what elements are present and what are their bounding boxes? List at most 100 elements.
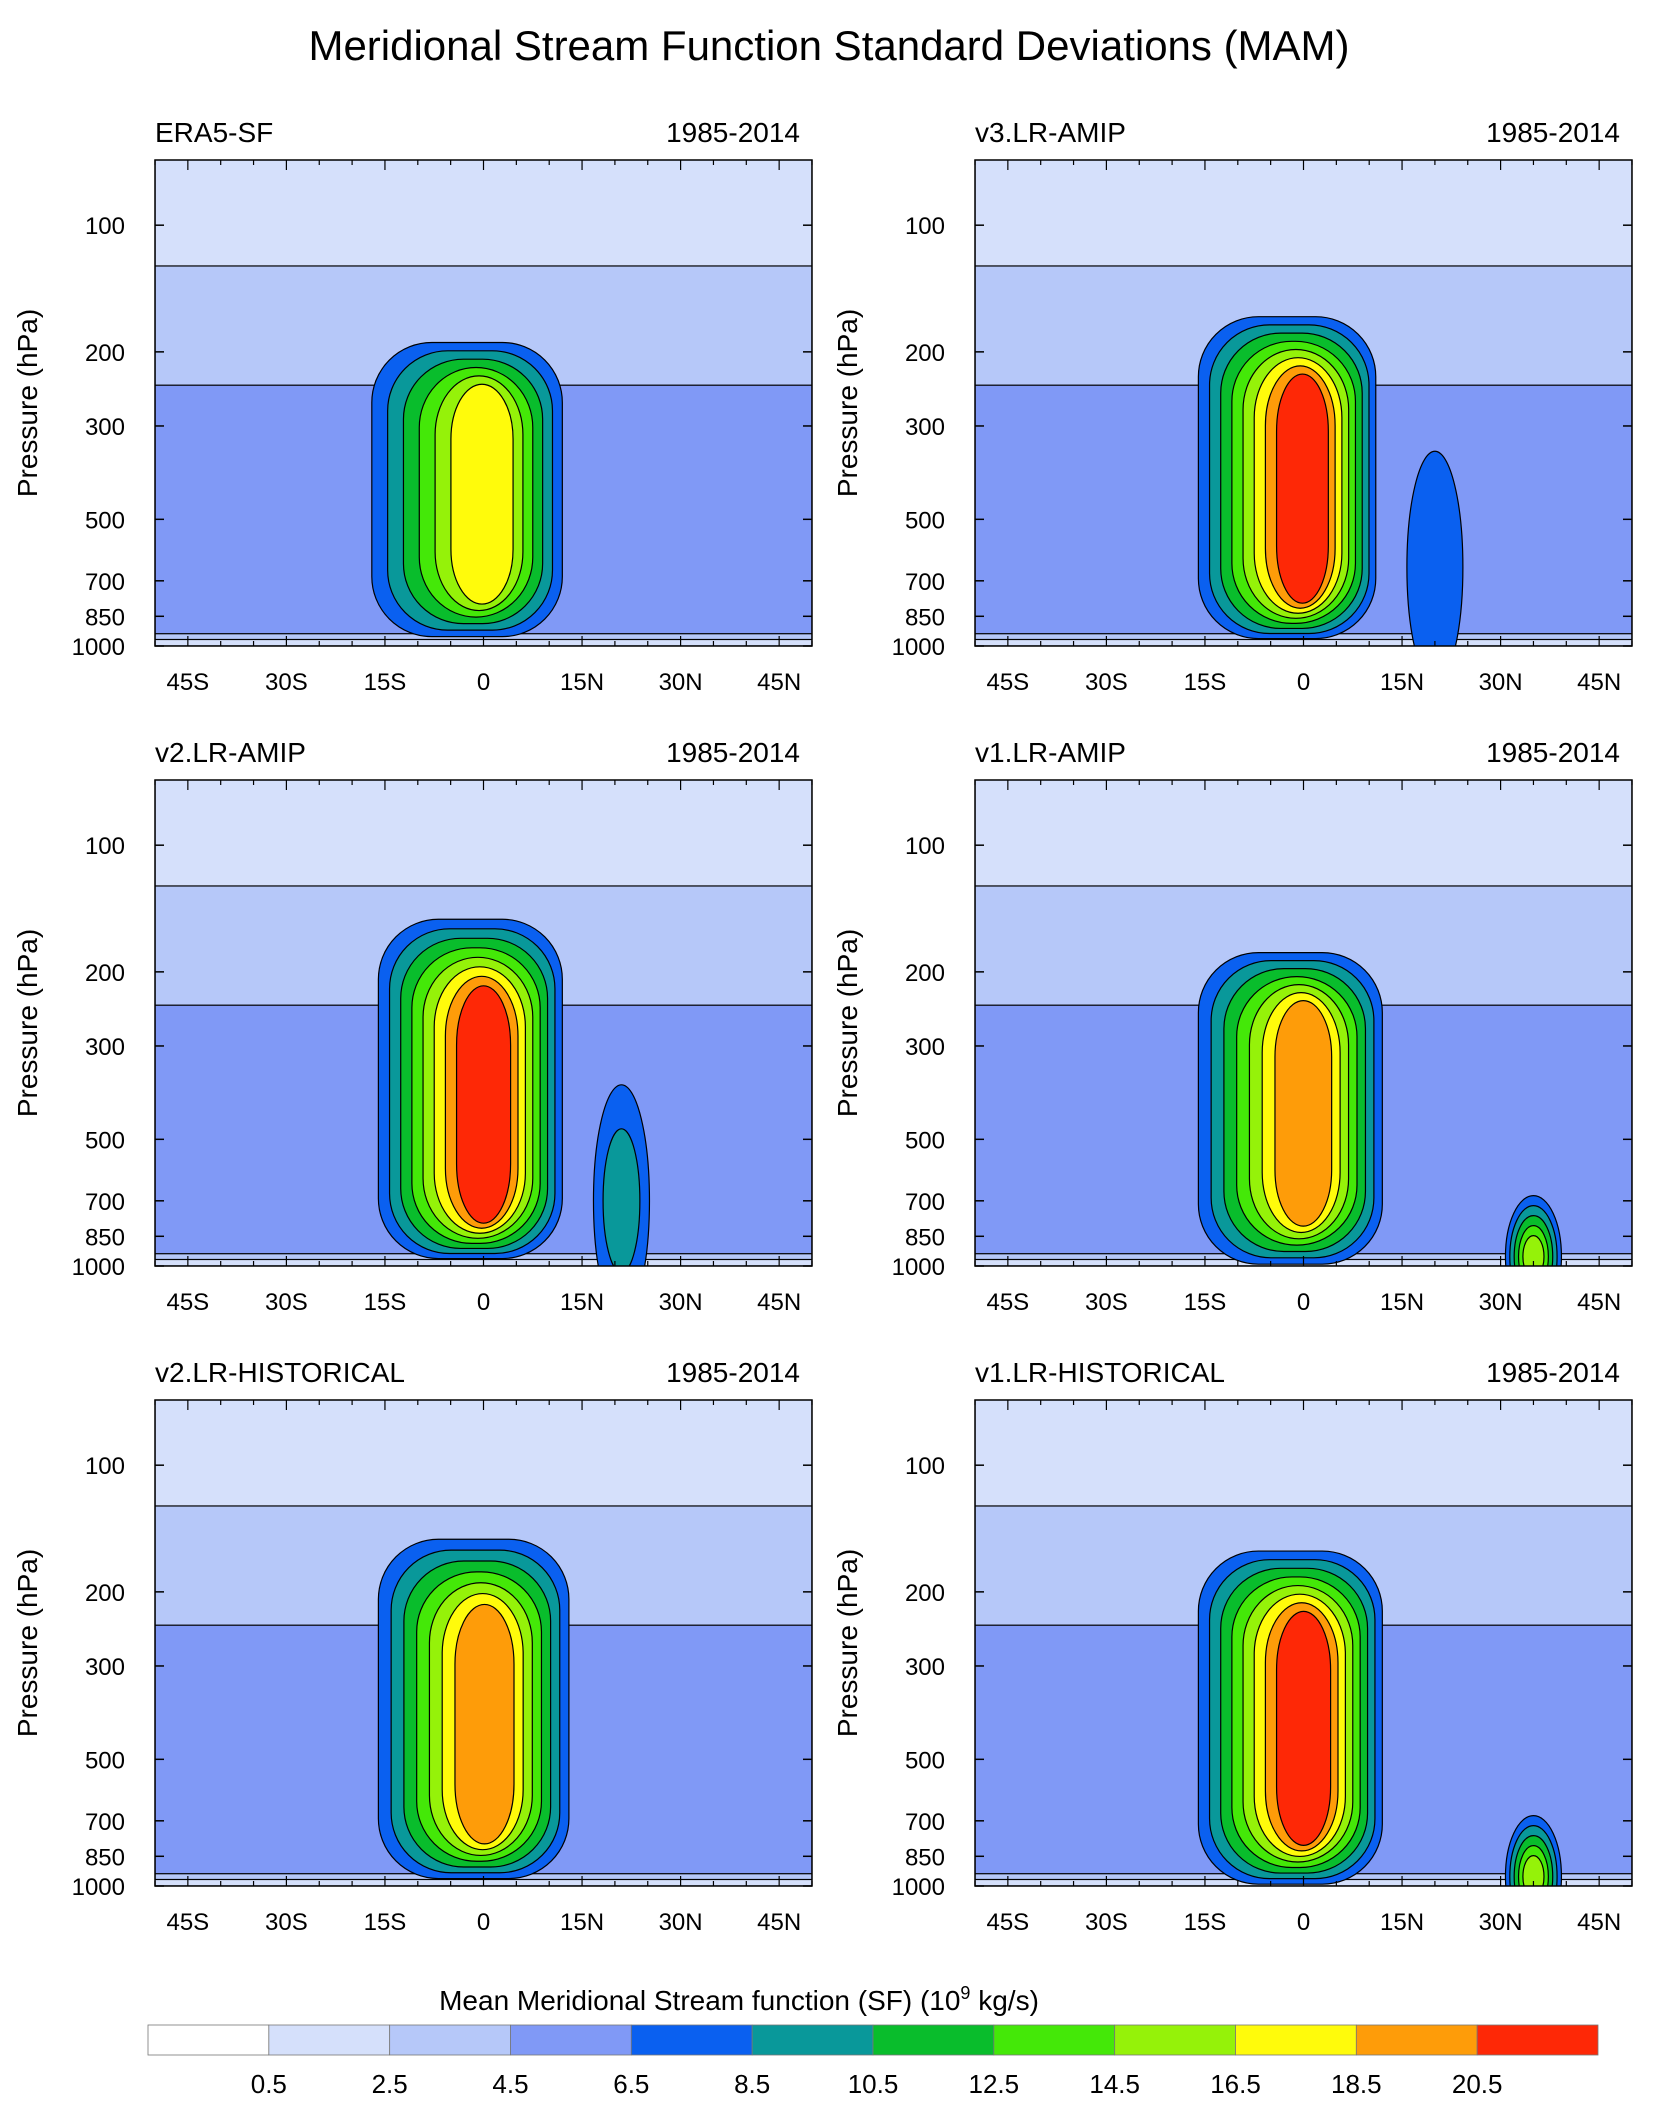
- colorbar-box: [1476, 2024, 1599, 2056]
- x-tick-label: 45S: [986, 1289, 1029, 1316]
- panel-title: v2.LR-AMIP: [155, 737, 306, 768]
- x-tick-label: 15N: [1380, 669, 1424, 696]
- y-tick-label: 200: [905, 1580, 945, 1607]
- x-tick-label: 30N: [1479, 669, 1523, 696]
- colorbar-label: 10.5: [848, 2069, 899, 2099]
- contour-core-18.5: [454, 1603, 515, 1845]
- x-tick-label: 0: [1297, 1909, 1310, 1936]
- figure-title: Meridional Stream Function Standard Devi…: [308, 22, 1349, 69]
- contour-field: [975, 1400, 1632, 1886]
- x-tick-label: 0: [1297, 1289, 1310, 1316]
- contour-core-18.5: [1274, 1000, 1333, 1227]
- y-tick-label: 100: [905, 833, 945, 860]
- panel-v2-lr-historical: 100 200 300 500 700 850 1000 45S 30S 15S 0 15N 30N 45…: [12, 1357, 813, 1936]
- y-tick-label: 200: [85, 960, 125, 987]
- x-tick-label: 30N: [659, 669, 703, 696]
- y-tick-label: 700: [85, 569, 125, 596]
- colorbar-label: 6.5: [613, 2069, 649, 2099]
- y-tick-label: 500: [905, 1747, 945, 1774]
- colorbar-label: 0.5: [251, 2069, 287, 2099]
- y-tick-label: 1000: [892, 634, 945, 661]
- y-tick-label: 1000: [72, 1254, 125, 1281]
- panel-v1-lr-amip: 100 200 300 500 700 850 1000 45S 30S 15S 0 15N 30N 45…: [832, 737, 1633, 1316]
- colorbar-title: Mean Meridional Stream function (SF) (10…: [439, 1983, 1039, 2016]
- y-tick-label: 850: [905, 1844, 945, 1871]
- x-tick-label: 0: [477, 669, 490, 696]
- y-tick-label: 500: [85, 1747, 125, 1774]
- y-axis-label: Pressure (hPa): [832, 929, 863, 1117]
- y-tick-label: 300: [905, 1034, 945, 1061]
- colorbar-box: [1355, 2024, 1478, 2056]
- contour-core-20.5: [1275, 373, 1329, 604]
- panel-v3-lr-amip: 100 200 300 500 700 850 1000 45S 30S 15S 0 15N 30N 45…: [832, 117, 1633, 696]
- colorbar-box: [1235, 2024, 1357, 2056]
- y-axis-label: Pressure (hPa): [832, 1549, 863, 1737]
- panel-v2-lr-amip: 100 200 300 500 700 850 1000 45S 30S 15S 0 15N 30N 45…: [12, 737, 813, 1316]
- y-tick-label: 100: [905, 1453, 945, 1480]
- x-tick-label: 45N: [757, 1909, 801, 1936]
- x-tick-label: 45N: [1577, 669, 1621, 696]
- y-tick-label: 100: [85, 1453, 125, 1480]
- y-tick-label: 300: [85, 1034, 125, 1061]
- colorbar-label: 4.5: [492, 2069, 528, 2099]
- x-tick-label: 30N: [659, 1289, 703, 1316]
- x-tick-label: 15N: [560, 669, 604, 696]
- y-tick-label: 500: [85, 507, 125, 534]
- colorbar-box: [751, 2024, 874, 2056]
- x-tick-label: 30S: [265, 1909, 308, 1936]
- colorbar-title-superscript: 9: [960, 1983, 970, 2003]
- y-tick-label: 1000: [892, 1254, 945, 1281]
- colorbar-box: [872, 2024, 995, 2056]
- y-axis-label: Pressure (hPa): [12, 309, 43, 497]
- x-tick-label: 45S: [166, 1909, 209, 1936]
- colorbar-box: [147, 2024, 270, 2056]
- x-tick-label: 45S: [166, 1289, 209, 1316]
- colorbar-box: [1114, 2024, 1236, 2056]
- colorbar-label: 2.5: [372, 2069, 408, 2099]
- x-tick-label: 30N: [1479, 1909, 1523, 1936]
- panel-title: ERA5-SF: [155, 117, 273, 148]
- y-tick-label: 500: [85, 1127, 125, 1154]
- y-tick-label: 700: [905, 1189, 945, 1216]
- x-tick-label: 45S: [166, 669, 209, 696]
- contour-field: [155, 160, 812, 646]
- y-tick-label: 850: [85, 604, 125, 631]
- x-tick-label: 30S: [265, 669, 308, 696]
- x-tick-label: 15S: [1184, 669, 1227, 696]
- x-tick-label: 15N: [1380, 1909, 1424, 1936]
- x-tick-label: 45N: [757, 1289, 801, 1316]
- contour-core-20.5: [1275, 1610, 1332, 1846]
- colorbar-label: 16.5: [1210, 2069, 1261, 2099]
- colorbar: Mean Meridional Stream function (SF) (10…: [147, 1983, 1599, 2099]
- x-tick-label: 15S: [1184, 1909, 1227, 1936]
- panel-period: 1985-2014: [1486, 737, 1620, 768]
- y-tick-label: 700: [905, 569, 945, 596]
- colorbar-box: [630, 2024, 753, 2056]
- x-tick-label: 30N: [1479, 1289, 1523, 1316]
- contour-feature-0-14.5: [1522, 1235, 1545, 1266]
- y-tick-label: 700: [85, 1809, 125, 1836]
- panel-period: 1985-2014: [666, 117, 800, 148]
- y-tick-label: 850: [905, 604, 945, 631]
- panel-period: 1985-2014: [666, 737, 800, 768]
- y-tick-label: 500: [905, 507, 945, 534]
- colorbar-labels: 0.5 2.5 4.5 6.5 8.5 10.5 12.5 14.5 16.5 18.5 20.5: [251, 2069, 1503, 2099]
- y-axis-label: Pressure (hPa): [12, 929, 43, 1117]
- y-tick-label: 1000: [72, 634, 125, 661]
- contour-core-16.5: [450, 383, 514, 605]
- panel-title: v1.LR-AMIP: [975, 737, 1126, 768]
- x-tick-label: 30S: [265, 1289, 308, 1316]
- panel-title: v3.LR-AMIP: [975, 117, 1126, 148]
- y-tick-label: 100: [85, 213, 125, 240]
- y-axis-label: Pressure (hPa): [832, 309, 863, 497]
- y-tick-label: 200: [85, 1580, 125, 1607]
- y-tick-label: 700: [85, 1189, 125, 1216]
- x-tick-label: 15N: [560, 1909, 604, 1936]
- x-tick-label: 30S: [1085, 669, 1128, 696]
- contour-field: [975, 780, 1632, 1266]
- panel-period: 1985-2014: [1486, 1357, 1620, 1388]
- contour-core-20.5: [455, 985, 512, 1224]
- contour-field: [155, 1400, 812, 1886]
